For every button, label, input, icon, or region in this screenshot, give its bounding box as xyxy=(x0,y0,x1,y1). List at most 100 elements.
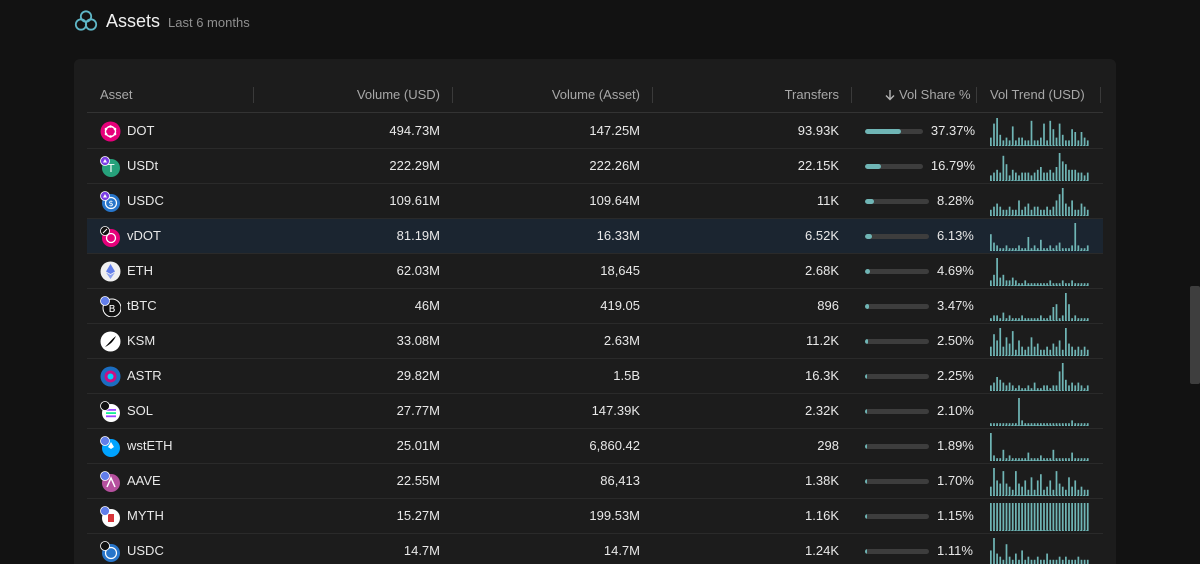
column-header-transfers[interactable]: Transfers xyxy=(784,87,839,102)
sparkline-bar xyxy=(999,318,1002,321)
vol-share-cell: 2.10% xyxy=(865,394,975,428)
table-row[interactable]: KSM 33.08M 2.63M 11.2K 2.50% xyxy=(87,324,1103,359)
asset-cell[interactable]: DOT xyxy=(100,114,154,148)
sparkline-bar xyxy=(1043,318,1045,321)
table-row[interactable]: T USDt 222.29M 222.26M 22.15K 16.79% xyxy=(87,149,1103,184)
sparkline-bar xyxy=(1033,423,1036,426)
asset-cell[interactable]: T USDt xyxy=(100,149,158,183)
column-header-volume-usd[interactable]: Volume (USD) xyxy=(356,87,440,102)
asset-cell[interactable]: ASTR xyxy=(100,359,162,393)
sparkline-bar xyxy=(1074,385,1077,391)
kusama-icon xyxy=(100,331,121,351)
sparkline-bar xyxy=(1074,209,1077,216)
column-divider[interactable] xyxy=(452,87,453,103)
sparkline-bar xyxy=(1058,556,1061,564)
asset-cell[interactable]: KSM xyxy=(100,324,155,358)
vol-share-cell: 1.89% xyxy=(865,429,975,463)
sparkline-bar xyxy=(996,423,998,426)
column-divider[interactable] xyxy=(253,87,254,103)
sparkline-bar xyxy=(1024,318,1027,321)
sparkline-bar xyxy=(1030,477,1033,496)
column-header-vol-share[interactable]: Vol Share % xyxy=(884,78,971,112)
asset-name: USDC xyxy=(127,193,164,208)
sparkline-bar xyxy=(1086,209,1089,216)
asset-cell[interactable]: $ USDC xyxy=(100,184,164,218)
sparkline-bar xyxy=(1043,503,1045,531)
sparkline-bar xyxy=(1021,550,1023,564)
share-bar-fill xyxy=(865,128,902,134)
sparkline-bar xyxy=(1046,486,1048,496)
column-divider[interactable] xyxy=(652,87,653,103)
column-divider[interactable] xyxy=(1100,87,1101,103)
sparkline-bar xyxy=(1040,455,1042,461)
sparkline-bar xyxy=(1043,283,1045,286)
table-row[interactable]: DOT 494.73M 147.25M 93.93K 37.37% xyxy=(87,114,1103,149)
asset-cell[interactable]: wstETH xyxy=(100,429,173,463)
vol-trend-sparkline xyxy=(990,116,1090,148)
sparkline-bar xyxy=(1049,120,1052,146)
table-row[interactable]: ETH 62.03M 18,645 2.68K 4.69% xyxy=(87,254,1103,289)
sparkline-bar xyxy=(1033,245,1036,251)
volume-usd-cell: 22.55M xyxy=(396,473,440,488)
sparkline-bar xyxy=(990,423,992,426)
volume-asset-cell: 222.26M xyxy=(589,158,640,173)
column-header-asset[interactable]: Asset xyxy=(100,87,133,102)
asset-cell[interactable]: ETH xyxy=(100,254,153,288)
sparkline-bar xyxy=(1027,140,1030,146)
column-header-volume-asset[interactable]: Volume (Asset) xyxy=(551,87,640,102)
sparkline-bar xyxy=(999,458,1002,461)
asset-cell[interactable]: MYTH xyxy=(100,499,164,533)
vol-share-cell: 1.11% xyxy=(865,534,975,564)
sparkline-bar xyxy=(996,118,998,146)
asset-cell[interactable]: USDC xyxy=(100,534,164,564)
sparkline-bar xyxy=(1002,449,1005,461)
table-row[interactable]: USDC 14.7M 14.7M 1.24K 1.11% xyxy=(87,534,1103,564)
sparkline-bar xyxy=(993,503,995,531)
sparkline-bar xyxy=(990,280,992,286)
sparkline-bar xyxy=(1068,169,1070,181)
table-row[interactable]: wstETH 25.01M 6,860.42 298 1.89% xyxy=(87,429,1103,464)
sparkline-bar xyxy=(1033,503,1036,531)
sparkline-bar xyxy=(1005,544,1008,564)
asset-cell[interactable]: vDOT xyxy=(100,219,161,253)
table-row[interactable]: AAVE 22.55M 86,413 1.38K 1.70% xyxy=(87,464,1103,499)
asset-cell[interactable]: B tBTC xyxy=(100,289,157,323)
table-row[interactable]: SOL 27.77M 147.39K 2.32K 2.10% xyxy=(87,394,1103,429)
sparkline-bar xyxy=(993,242,995,251)
sparkline-bar xyxy=(1008,556,1011,564)
table-row[interactable]: B tBTC 46M 419.05 896 3.47% xyxy=(87,289,1103,324)
share-bar-fill xyxy=(865,163,882,169)
volume-asset-cell: 6,860.42 xyxy=(589,438,640,453)
sparkline-bar xyxy=(1018,398,1020,426)
sparkline-bar xyxy=(1055,385,1058,391)
table-row[interactable]: MYTH 15.27M 199.53M 1.16K 1.15% xyxy=(87,499,1103,534)
sparkline-bar xyxy=(1061,349,1064,356)
page-scrollbar[interactable] xyxy=(1190,286,1200,384)
sparkline-bar xyxy=(1036,556,1039,564)
sparkline-bar xyxy=(1030,120,1033,146)
assets-table-card: Asset Volume (USD) Volume (Asset) Transf… xyxy=(74,59,1116,564)
sparkline-bar xyxy=(1061,559,1064,564)
share-bar-track xyxy=(865,268,929,274)
svg-text:B: B xyxy=(109,304,116,315)
column-header-vol-trend[interactable]: Vol Trend (USD) xyxy=(990,87,1085,102)
table-row[interactable]: ASTR 29.82M 1.5B 16.3K 2.25% xyxy=(87,359,1103,394)
sparkline-bar xyxy=(1061,188,1064,216)
sparkline-bar xyxy=(1033,559,1036,564)
sparkline-bar xyxy=(1015,172,1017,181)
sparkline-bar xyxy=(1008,423,1011,426)
sparkline-bar xyxy=(1040,423,1042,426)
column-divider[interactable] xyxy=(851,87,852,103)
share-percent: 16.79% xyxy=(930,158,975,173)
sparkline-bar xyxy=(1040,209,1042,216)
sparkline-bar xyxy=(1086,503,1089,531)
volume-asset-cell: 18,645 xyxy=(600,263,640,278)
sparkline-bar xyxy=(1068,343,1070,356)
sparkline-bar xyxy=(1005,385,1008,391)
asset-cell[interactable]: SOL xyxy=(100,394,153,428)
table-row[interactable]: $ USDC 109.61M 109.64M 11K 8.28% xyxy=(87,184,1103,219)
table-row[interactable]: vDOT 81.19M 16.33M 6.52K 6.13% xyxy=(87,219,1103,254)
sparkline-bar xyxy=(1005,280,1008,286)
asset-cell[interactable]: AAVE xyxy=(100,464,161,498)
column-divider[interactable] xyxy=(976,87,977,103)
